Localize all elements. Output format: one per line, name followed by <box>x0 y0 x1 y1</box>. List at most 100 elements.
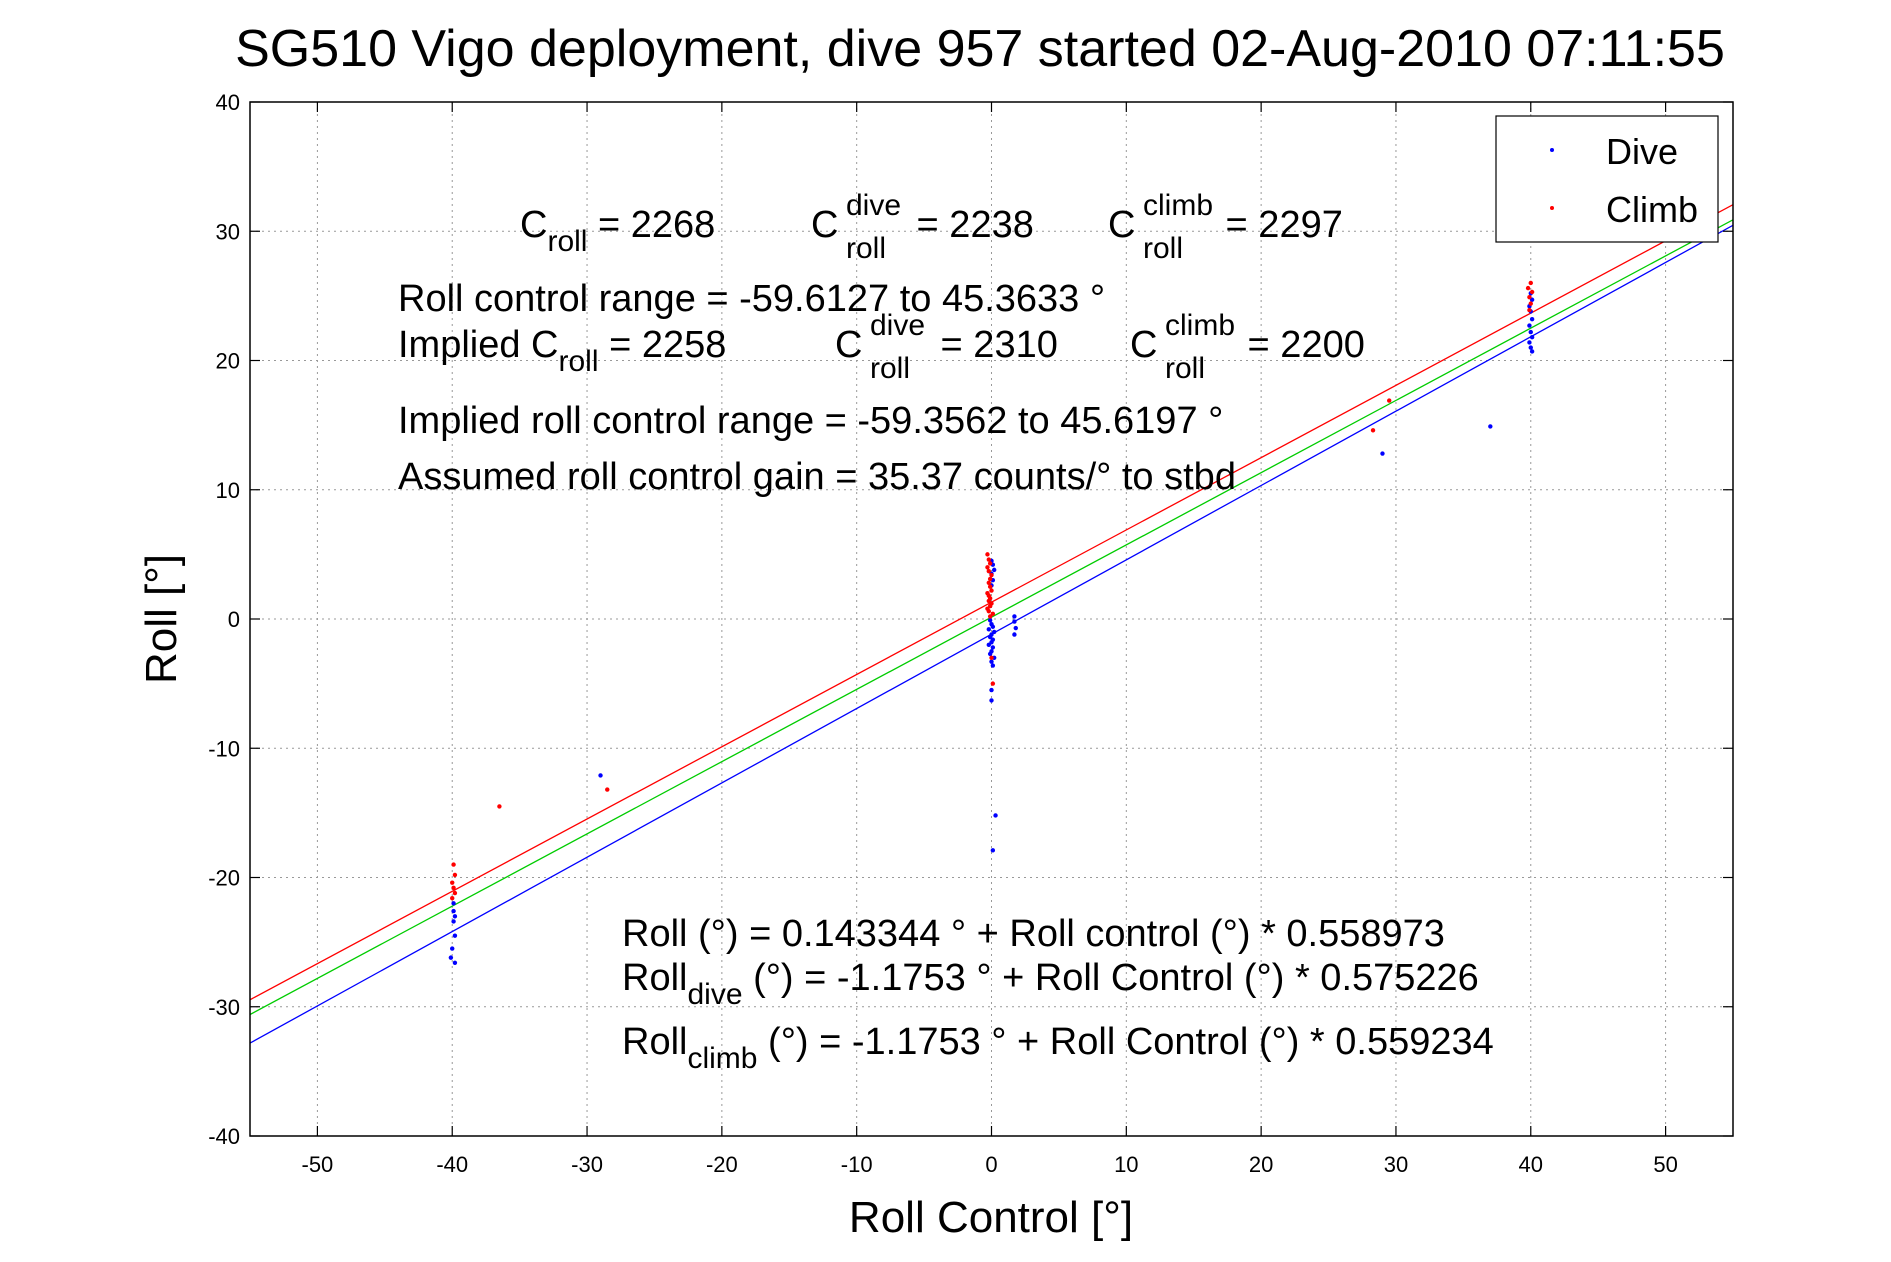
dive-point <box>986 627 992 632</box>
dive-point <box>990 645 996 650</box>
legend-dive-label: Dive <box>1606 131 1678 172</box>
x-tick-label: -20 <box>706 1152 738 1177</box>
climb-point <box>989 655 994 660</box>
data-points <box>448 280 1535 966</box>
x-tick-label: 40 <box>1519 1152 1543 1177</box>
climb-point <box>497 804 502 809</box>
climb-point <box>986 580 992 586</box>
climb-point <box>450 895 455 901</box>
x-tick-label: -10 <box>841 1152 873 1177</box>
climb-point <box>605 787 610 792</box>
dive-point <box>1529 316 1535 322</box>
dive-point <box>451 908 456 914</box>
climb-point <box>987 584 993 589</box>
climb-point <box>1527 307 1532 313</box>
climb-point <box>451 862 456 867</box>
x-tick-label: 10 <box>1114 1152 1138 1177</box>
dive-point <box>987 651 993 657</box>
dive-point <box>1012 614 1017 619</box>
x-tick-label: -30 <box>571 1152 603 1177</box>
dive-point <box>989 659 994 664</box>
x-tick-label: 50 <box>1653 1152 1677 1177</box>
dive-point <box>1380 451 1385 456</box>
climb-point <box>450 880 455 885</box>
x-tick-label: 30 <box>1384 1152 1408 1177</box>
fit-dive-text: Rolldive (°) = -1.1753 ° + Roll Control … <box>622 957 1479 1011</box>
climb-point <box>989 588 994 593</box>
dive-point <box>990 848 996 853</box>
climb-point <box>1529 289 1535 295</box>
x-tick-label: 0 <box>985 1152 997 1177</box>
roll-control-range-text: Roll control range = -59.6127 to 45.3633… <box>398 278 1105 320</box>
climb-point <box>987 561 993 566</box>
y-tick-label: -20 <box>208 866 240 891</box>
gain-text: Assumed roll control gain = 35.37 counts… <box>398 456 1236 498</box>
dive-point <box>451 919 456 924</box>
dive-point <box>450 946 455 951</box>
dive-point <box>986 642 992 648</box>
legend-climb-marker <box>1550 206 1554 210</box>
y-tick-label: 0 <box>228 607 240 632</box>
chart-title: SG510 Vigo deployment, dive 957 started … <box>235 20 1725 78</box>
legend-dive-marker <box>1550 148 1554 152</box>
dive-point <box>1013 625 1018 631</box>
dive-point <box>990 624 996 629</box>
dive-point <box>1012 619 1017 624</box>
y-tick-label: -40 <box>208 1124 240 1149</box>
climb-point <box>452 872 458 878</box>
climb-point <box>986 609 992 614</box>
dive-point <box>987 618 993 623</box>
climb-point <box>987 614 993 619</box>
climb-point <box>1527 294 1532 300</box>
dive-point <box>1529 349 1535 354</box>
dive-point <box>598 773 603 778</box>
x-tick-label: 20 <box>1249 1152 1273 1177</box>
dive-point <box>452 933 458 938</box>
dive-point <box>448 955 454 960</box>
y-tick-label: 10 <box>216 478 240 503</box>
dive-point <box>451 901 456 906</box>
dive-point <box>993 813 998 818</box>
dive-point <box>991 567 997 573</box>
climb-point <box>985 552 990 557</box>
climb-point <box>986 568 992 574</box>
dive-point <box>1488 424 1493 429</box>
climb-point <box>989 572 994 578</box>
y-axis-label: Roll [°] <box>137 554 186 684</box>
y-tick-label: 20 <box>216 349 240 374</box>
legend: Dive Climb <box>1495 115 1719 243</box>
dive-point <box>1529 335 1535 340</box>
dive-point <box>1527 323 1532 328</box>
implied-range-text: Implied roll control range = -59.3562 to… <box>398 400 1223 442</box>
dive-point <box>1528 345 1533 350</box>
dive-point <box>989 698 994 703</box>
climb-point <box>990 681 996 686</box>
climb-point <box>985 565 990 570</box>
x-tick-label: -40 <box>436 1152 468 1177</box>
x-tick-label: -50 <box>302 1152 334 1177</box>
y-tick-label: 40 <box>216 90 240 115</box>
climb-point <box>1387 398 1392 403</box>
fit-climb-text: Rollclimb (°) = -1.1753 ° + Roll Control… <box>622 1021 1494 1075</box>
climb-point <box>1528 280 1533 286</box>
y-tick-label: -10 <box>208 736 240 761</box>
dive-point <box>989 687 994 693</box>
legend-climb-label: Climb <box>1606 189 1698 230</box>
croll-annotation: Croll = 2268 <box>520 204 715 258</box>
dive-point <box>1527 340 1532 345</box>
implied-croll-annotation: Implied Croll = 2258 <box>398 324 726 378</box>
climb-point <box>451 885 456 891</box>
climb-point <box>987 576 993 582</box>
climb-point <box>986 557 992 562</box>
annotation-block-lower: Roll (°) = 0.143344 ° + Roll control (°)… <box>622 913 1494 1075</box>
climb-point <box>1525 285 1531 291</box>
axis-ticks: -50 -40 -30 -20 -10 0 10 20 30 40 50 -40 -30 -20 -10 0 1… <box>208 90 1733 1177</box>
x-axis-label: Roll Control [°] <box>849 1193 1133 1242</box>
climb-point <box>1370 428 1376 433</box>
